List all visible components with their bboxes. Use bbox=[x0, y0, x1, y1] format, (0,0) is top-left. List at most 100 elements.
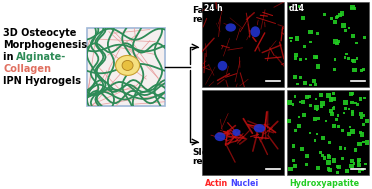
Bar bbox=[351, 92, 354, 95]
Bar bbox=[316, 166, 320, 170]
Bar bbox=[290, 36, 293, 39]
Bar bbox=[347, 57, 350, 60]
Bar bbox=[326, 93, 331, 98]
Bar bbox=[292, 144, 295, 148]
Text: Hydroxyapatite: Hydroxyapatite bbox=[289, 179, 359, 188]
Bar bbox=[327, 154, 330, 157]
Text: Nuclei: Nuclei bbox=[230, 179, 258, 188]
Bar bbox=[335, 118, 338, 121]
Bar bbox=[314, 83, 317, 86]
Bar bbox=[303, 45, 306, 48]
Bar bbox=[351, 59, 355, 62]
Bar bbox=[351, 112, 355, 116]
Bar bbox=[313, 55, 318, 59]
Bar bbox=[354, 101, 357, 104]
Bar bbox=[333, 20, 337, 23]
Bar bbox=[316, 32, 319, 35]
Bar bbox=[287, 90, 369, 175]
Bar bbox=[301, 100, 305, 104]
Bar bbox=[292, 103, 294, 106]
Bar bbox=[349, 92, 353, 96]
Bar bbox=[305, 95, 309, 99]
Text: Actin: Actin bbox=[205, 179, 228, 188]
Bar bbox=[289, 6, 291, 8]
Bar bbox=[288, 119, 291, 123]
Bar bbox=[363, 114, 365, 116]
Bar bbox=[343, 112, 345, 114]
Bar bbox=[344, 57, 346, 59]
Bar bbox=[349, 126, 351, 128]
Bar bbox=[309, 84, 312, 86]
Bar bbox=[365, 140, 369, 145]
Bar bbox=[343, 100, 348, 105]
Bar bbox=[289, 37, 292, 39]
Bar bbox=[356, 103, 359, 106]
Bar bbox=[299, 101, 301, 103]
Bar bbox=[360, 132, 364, 137]
Bar bbox=[338, 13, 342, 17]
Bar bbox=[344, 147, 346, 150]
Bar bbox=[345, 53, 347, 55]
Bar bbox=[350, 129, 355, 134]
Bar bbox=[360, 116, 363, 119]
Bar bbox=[319, 93, 323, 97]
Bar bbox=[332, 158, 336, 163]
Bar bbox=[362, 122, 365, 126]
Bar bbox=[350, 7, 353, 10]
Bar bbox=[336, 42, 339, 45]
Bar bbox=[327, 155, 331, 159]
Bar bbox=[315, 56, 318, 59]
Bar bbox=[357, 160, 360, 163]
Bar bbox=[359, 131, 362, 134]
Bar bbox=[333, 107, 335, 110]
Bar bbox=[308, 30, 312, 34]
Bar bbox=[301, 16, 305, 20]
Bar bbox=[300, 147, 304, 151]
Bar bbox=[308, 95, 311, 98]
Text: IPN Hydrogels: IPN Hydrogels bbox=[3, 76, 81, 86]
Bar bbox=[358, 170, 361, 173]
Bar bbox=[352, 68, 357, 72]
Bar bbox=[202, 2, 284, 87]
Bar bbox=[316, 64, 320, 69]
Bar bbox=[345, 169, 349, 173]
Bar bbox=[321, 154, 324, 157]
Bar bbox=[337, 125, 340, 128]
Bar bbox=[297, 124, 301, 128]
Bar bbox=[320, 101, 325, 106]
Ellipse shape bbox=[116, 55, 140, 75]
Bar bbox=[356, 57, 359, 60]
Bar bbox=[319, 151, 323, 154]
Bar bbox=[360, 69, 363, 73]
Bar bbox=[344, 107, 347, 110]
Bar bbox=[313, 117, 317, 121]
Bar bbox=[333, 106, 336, 108]
Bar bbox=[298, 5, 300, 8]
Bar bbox=[363, 36, 366, 39]
Bar bbox=[309, 132, 311, 134]
Bar bbox=[362, 141, 365, 143]
Bar bbox=[292, 159, 295, 162]
Bar bbox=[350, 101, 354, 104]
Bar bbox=[309, 41, 311, 43]
Bar bbox=[323, 156, 326, 160]
Bar bbox=[340, 11, 344, 15]
Bar bbox=[357, 158, 361, 162]
Text: 24 h: 24 h bbox=[204, 4, 222, 13]
Bar bbox=[331, 97, 336, 101]
Bar bbox=[305, 163, 308, 166]
Ellipse shape bbox=[254, 124, 265, 132]
Bar bbox=[328, 168, 332, 172]
Bar bbox=[287, 2, 369, 87]
Bar bbox=[295, 36, 299, 41]
Bar bbox=[359, 97, 362, 101]
Bar bbox=[87, 28, 165, 106]
Bar bbox=[337, 40, 340, 43]
Bar bbox=[351, 110, 355, 113]
Bar bbox=[317, 117, 320, 120]
Bar bbox=[293, 75, 297, 79]
Bar bbox=[328, 141, 331, 144]
Bar bbox=[348, 27, 350, 29]
Bar bbox=[333, 68, 336, 71]
Bar bbox=[354, 148, 357, 152]
